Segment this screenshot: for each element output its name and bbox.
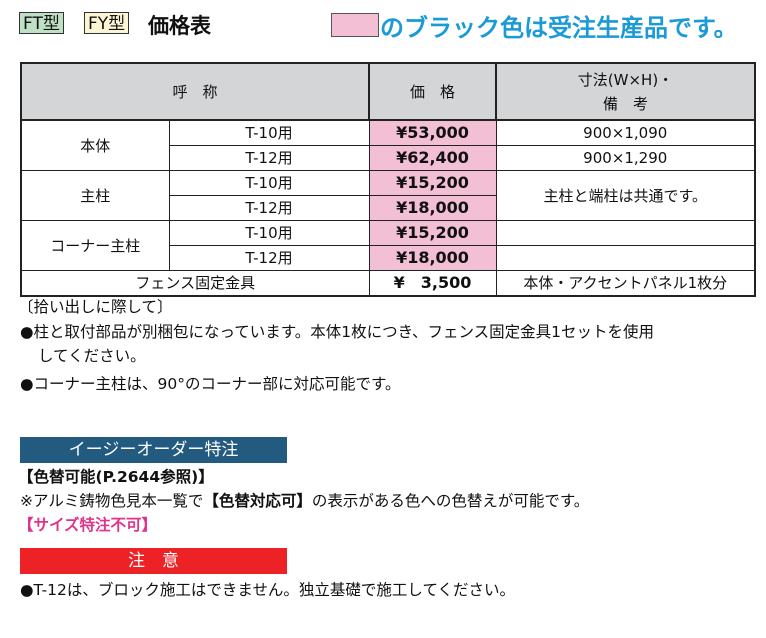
price-table: 呼 称 価 格 寸法(W×H)・備 考 本体 T-10用 ¥53,000 900×1,… <box>20 62 756 297</box>
table-cell: ¥ 3,500 <box>368 270 497 297</box>
table-cell: T-12用 <box>168 245 370 271</box>
table-cell: T-12用 <box>168 195 370 221</box>
color-change-label: 【色替可能(P.2644参照)】 <box>18 468 214 486</box>
table-row: T-12用 ¥18,000 <box>21 245 756 271</box>
made-to-order-note: のブラック色は受注生産品です。 <box>380 14 738 42</box>
table-cell: T-10用 <box>168 170 370 196</box>
table-cell <box>495 245 756 271</box>
table-row: 本体 T-10用 ¥53,000 900×1,090 <box>20 119 756 171</box>
table-cell: の表示がある色への色替えが可能です。 <box>311 492 590 510</box>
header-name: 呼 称 <box>20 62 370 121</box>
table-header: 呼 称 価 格 寸法(W×H)・備 考 <box>20 62 756 121</box>
table-cell: ※アルミ鋳物色見本一覧で <box>20 492 204 510</box>
no-size-custom: 【サイズ特注不可】 <box>18 516 158 534</box>
table-cell: 900×1,290 <box>495 145 756 171</box>
header-price: 価 格 <box>368 62 497 121</box>
table-cell: T-10用 <box>168 220 370 246</box>
page-title: 価格表 <box>148 14 211 38</box>
table-cell: 寸法(W×H)・ <box>577 70 674 89</box>
table-cell: ¥62,400 <box>368 145 497 171</box>
table-cell: 900×1,090 <box>495 119 756 146</box>
table-cell: 主柱 <box>20 170 170 221</box>
ft-type-tag: FT型 <box>19 12 64 34</box>
color-change-text: ※アルミ鋳物色見本一覧で【色替対応可】の表示がある色への色替えが可能です。 <box>20 489 589 514</box>
note-1: ●柱と取付部品が別梱包になっています。本体1枚につき、フェンス固定金具1セットを… <box>20 323 655 341</box>
table-cell: ¥15,200 <box>368 220 497 246</box>
table-cell: 【色替対応可】 <box>203 492 312 510</box>
table-cell: T-12用 <box>168 145 370 171</box>
table-cell: ¥18,000 <box>368 245 497 271</box>
caution-text: ●T-12は、ブロック施工はできません。独立基礎で施工してください。 <box>20 581 515 599</box>
table-cell: T-10用 <box>168 119 370 146</box>
notes-heading: 〔拾い出しに際して〕 <box>18 298 173 316</box>
table-cell: コーナー主柱 <box>20 220 170 271</box>
table-cell: 本体 <box>20 119 170 171</box>
table-cell: フェンス固定金具 <box>20 270 370 297</box>
header-notes: 寸法(W×H)・備 考 <box>495 62 756 121</box>
note-1-cont: してください。 <box>38 347 146 365</box>
table-cell: 備 考 <box>602 94 648 113</box>
fy-type-tag: FY型 <box>84 12 130 34</box>
note-2: ●コーナー主柱は、90°のコーナー部に対応可能です。 <box>20 375 401 393</box>
table-cell: ¥18,000 <box>368 195 497 221</box>
caution-header: 注 意 <box>20 548 287 574</box>
easy-order-header: イージーオーダー特注 <box>20 437 287 463</box>
pink-swatch <box>331 13 379 37</box>
table-row: コーナー主柱 T-10用 ¥15,200 <box>20 220 756 271</box>
table-row: フェンス固定金具 ¥ 3,500 本体・アクセントパネル1枚分 <box>20 270 756 297</box>
table-cell <box>495 220 756 246</box>
table-cell: 本体・アクセントパネル1枚分 <box>495 270 756 297</box>
table-row: T-12用 ¥62,400 900×1,290 <box>21 145 756 171</box>
table-cell: ¥53,000 <box>368 119 497 146</box>
table-cell: 主柱と端柱は共通です。 <box>495 170 756 221</box>
table-row: 主柱 T-10用 ¥15,200 主柱と端柱は共通です。 <box>20 170 756 221</box>
table-cell: ¥15,200 <box>368 170 497 196</box>
